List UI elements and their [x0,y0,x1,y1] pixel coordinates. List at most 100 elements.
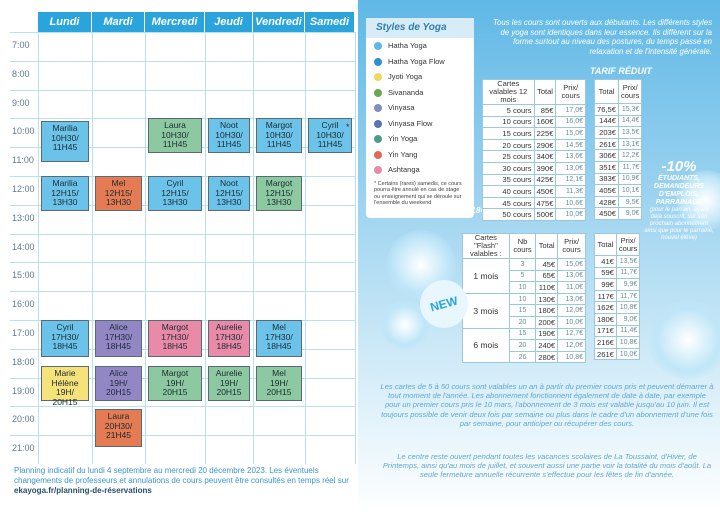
class-slot[interactable]: Alice 17H30/18H45 [95,320,142,358]
class-slot[interactable]: Cyril 17H30/18H45 [41,320,89,358]
day-separator [38,32,39,464]
table-row: 20 240€ 12,0€ [463,339,586,352]
hour-label: 16:00 [12,299,35,310]
color-dot-icon [374,135,382,143]
table-row: Cartes valables 12 mois Total Prix/ cours [482,79,586,105]
reservation-link[interactable]: ekayoga.fr/planning-de-réservations [14,486,152,495]
color-dot-icon [374,88,382,97]
planning-footnote: Planning indicatif du lundi 4 septembre … [14,466,349,495]
day-separator [305,32,306,464]
class-slot[interactable]: Cyril 12H15/13H30 [148,176,202,211]
table-row: 162€ 10,8€ [594,301,641,314]
table-row: 144€ 14,4€ [593,114,643,128]
hour-label: 10:00 [12,126,35,137]
table-row: 15 cours 225€ 15,0€ [482,127,586,140]
class-slot[interactable]: Laura 20H30/21H45 [95,409,142,447]
table-row: 405€ 10,1€ [593,184,643,197]
class-slot[interactable]: Margot 17H30/18H45 [148,320,202,358]
table-row: 99€ 9,9€ [594,278,641,291]
table-row: 20 200€ 10,0€ [463,315,586,329]
class-slot[interactable]: Alice 19H/20H15 [95,366,142,401]
hour-row [10,435,355,437]
hour-label: 9:00 [12,97,30,108]
hour-row [10,291,355,293]
table-row: 59€ 11,7€ [594,266,641,280]
legend-item: Yin Yoga [366,131,474,147]
legend-item: Jyoti Yoga [366,69,474,85]
table-row: 261€ 10,0€ [594,347,641,361]
class-slot[interactable]: Cyril 10H30/11H45 [308,118,352,153]
class-slot[interactable]: Marilia 10H30/11H45 [41,121,89,162]
flash-reduced-table: Total Prix/ cours 41€ 13,5€ 59€ 11,7€ 99€ 9,9€ 1… [594,233,641,361]
table-row: 50 cours 500€ 10,0€ [482,208,586,221]
class-slot[interactable]: Aurelie 19H/20H15 [208,366,250,401]
hour-label: 8:00 [12,68,30,79]
legend-item: Yin Yang [366,147,474,163]
table-row: Total Prix/ cours [594,233,641,256]
weekly-schedule: Lundi Mardi Mercredi Jeudi Vendredi Samedi 7:0… [10,12,356,464]
cards-price-table: Cartes valables 12 mois Total Prix/ cours 5… [482,79,586,221]
hour-row [10,262,355,264]
class-slot[interactable]: Laura 10H30/11H45 [148,118,202,153]
class-slot[interactable]: Mel 12H15/13H30 [95,176,142,211]
hour-label: 11:00 [12,155,34,166]
class-slot[interactable]: Noot 12H15/13H30 [208,176,250,211]
hour-row [10,32,355,33]
single-class-price: Cours à l'unité 18€ [410,205,486,215]
color-dot-icon [374,57,382,66]
hour-label: 19:00 [12,385,35,396]
legend-item: Hatha Yoga [366,38,474,54]
lotus-decoration [676,170,720,230]
saturday-note-marker: * [346,122,350,133]
legend-title: Styles de Yoga [366,18,474,38]
color-dot-icon [374,166,382,174]
table-row: 10 cours 160€ 16,0€ [482,115,586,129]
table-row: 428€ 9,5€ [593,195,643,209]
hour-label: 7:00 [12,40,30,50]
table-row: 1 mois 3 45€ 15,0€ [462,258,586,294]
hour-label: 14:00 [12,241,35,252]
table-row: 15 180€ 12,0€ [463,304,586,317]
class-slot[interactable]: Noot 10H30/11H45 [208,118,250,153]
class-slot[interactable]: Marie Hélène 19H/20H15 [41,366,89,406]
table-row: 35 cours 425€ 12,1€ [482,173,586,187]
table-row: 6 mois 15 190€ 12,7€ [462,327,586,364]
table-row: 117€ 11,7€ [594,289,641,303]
color-dot-icon [374,104,382,112]
hour-label: 12:00 [12,184,35,194]
cards-reduced-table: Total Prix/ cours 76,5€ 15,3€ 144€ 14,4€ 203€ 1… [593,79,643,220]
class-slot[interactable]: Margot 19H/20H15 [148,366,202,401]
closure-text: Le centre reste ouvert pendant toutes le… [382,452,712,480]
class-slot[interactable]: Margot 10H30/11H45 [256,118,302,153]
color-dot-icon [374,73,382,81]
day-header-vendredi: Vendredi [253,12,305,32]
table-row: Cartes "Flash" valables : Nb cours Total Pr… [462,233,586,259]
legend-item: Vinyasa [366,100,474,116]
cards-validity-text: Les cartes de 5 à 50 cours sont valables… [380,382,714,428]
color-dot-icon [374,42,382,50]
discount-promo: -10% ÉTUDIANTS, DEMANDEURS D'EMPLOIS, PA… [644,158,714,241]
class-slot[interactable]: Mel 17H30/18H45 [256,320,302,358]
color-dot-icon [374,119,382,128]
table-row: 20 cours 290€ 14,5€ [482,138,586,152]
class-slot[interactable]: Mel 19H/20H15 [256,366,302,401]
day-separator [145,32,146,464]
hour-row [10,233,355,235]
class-slot[interactable]: Aurelie 17H30/18H45 [208,320,250,358]
table-row: 450€ 9,0€ [593,207,643,220]
table-row: 171€ 11,4€ [594,324,641,338]
table-row: 3 mois 10 130€ 13,0€ [462,292,586,329]
hour-label: 17:00 [12,328,35,338]
class-slot[interactable]: Marilia 12H15/13H30 [41,176,89,211]
lotus-decoration [648,300,720,380]
hour-row [10,89,355,91]
class-slot[interactable]: Margot 12H15/13H30 [256,176,302,211]
table-row: 180€ 9,0€ [594,312,641,326]
yoga-styles-legend: Styles de Yoga Hatha Yoga Hatha Yoga Flow… [366,18,474,218]
table-row: 306€ 12,2€ [593,149,643,162]
hour-row [10,60,355,62]
day-header-mardi: Mardi [92,12,145,32]
hour-label: 20:00 [12,414,35,425]
legend-item: Ashtanga [366,162,474,178]
legend-item: Hatha Yoga Flow [366,54,474,70]
